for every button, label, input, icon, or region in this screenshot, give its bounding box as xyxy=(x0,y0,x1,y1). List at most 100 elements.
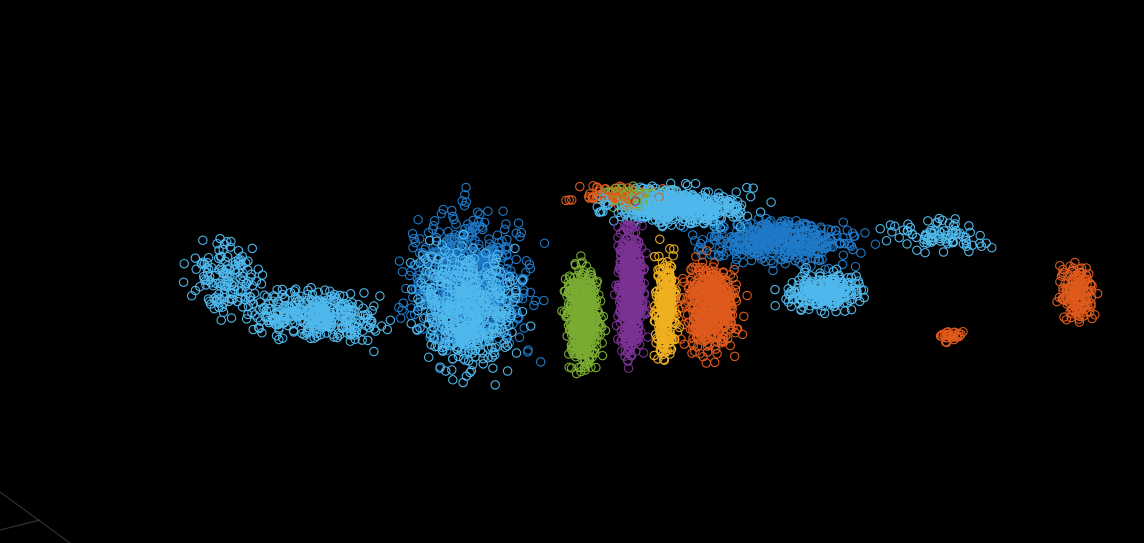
data-point xyxy=(669,244,679,254)
data-point xyxy=(686,199,697,210)
data-point xyxy=(561,195,571,206)
data-point xyxy=(756,254,767,264)
data-point xyxy=(575,181,585,192)
data-point xyxy=(434,227,444,237)
data-point xyxy=(1066,312,1076,323)
data-point xyxy=(766,197,776,207)
data-point xyxy=(753,247,764,258)
data-point xyxy=(775,228,786,238)
data-point xyxy=(854,296,865,307)
data-point xyxy=(707,211,718,221)
data-point xyxy=(735,222,746,232)
data-point xyxy=(686,265,696,275)
data-point xyxy=(640,188,651,199)
data-point xyxy=(1092,288,1103,299)
data-point xyxy=(846,286,856,296)
data-point xyxy=(804,296,815,306)
data-point xyxy=(413,214,423,225)
data-point xyxy=(902,239,912,249)
data-point xyxy=(1073,290,1083,301)
data-point xyxy=(1083,300,1093,311)
data-point xyxy=(713,250,724,260)
data-point xyxy=(837,259,848,270)
data-point xyxy=(815,238,825,248)
data-point xyxy=(961,235,971,246)
data-point xyxy=(1065,307,1075,318)
data-point xyxy=(712,349,722,359)
data-point xyxy=(816,239,827,250)
data-point xyxy=(1072,296,1082,307)
data-point xyxy=(226,313,237,323)
data-point xyxy=(905,222,916,233)
data-point xyxy=(677,303,688,313)
data-point xyxy=(821,291,832,301)
data-point xyxy=(652,190,662,201)
data-point xyxy=(1084,269,1094,279)
data-point xyxy=(710,204,720,215)
data-point xyxy=(839,238,850,249)
data-point xyxy=(498,206,508,216)
data-point xyxy=(525,263,536,274)
data-point xyxy=(746,249,756,260)
data-point xyxy=(655,234,665,245)
data-point xyxy=(845,240,855,251)
data-point xyxy=(567,195,577,205)
data-point xyxy=(792,253,803,263)
data-point xyxy=(359,288,369,298)
data-point xyxy=(702,341,713,351)
data-point xyxy=(731,254,742,265)
data-point xyxy=(808,292,818,303)
data-point xyxy=(894,232,904,243)
data-point xyxy=(634,253,644,264)
data-point xyxy=(934,213,944,224)
data-point xyxy=(415,234,425,244)
data-point xyxy=(407,228,418,239)
data-point xyxy=(955,228,966,239)
data-point xyxy=(831,306,841,317)
data-point xyxy=(838,250,849,260)
data-point xyxy=(854,279,864,289)
data-point xyxy=(695,238,706,249)
data-point xyxy=(530,295,541,306)
data-point xyxy=(507,327,517,338)
data-point xyxy=(539,238,550,249)
data-point xyxy=(707,201,717,212)
data-point xyxy=(672,193,682,204)
data-point xyxy=(784,289,794,299)
data-point xyxy=(415,248,425,258)
data-point xyxy=(770,284,780,295)
scatter-points xyxy=(178,178,1103,390)
data-point xyxy=(686,275,696,286)
data-point xyxy=(688,262,698,272)
data-point xyxy=(800,288,810,299)
data-point xyxy=(404,270,415,281)
data-point xyxy=(975,230,985,241)
data-point xyxy=(799,264,810,275)
data-point xyxy=(727,196,737,206)
data-point xyxy=(1061,314,1072,325)
data-point xyxy=(783,216,794,227)
data-point xyxy=(987,242,997,253)
data-point xyxy=(887,227,897,237)
data-point xyxy=(621,197,632,208)
data-point xyxy=(363,335,373,346)
data-point xyxy=(470,221,480,231)
data-point xyxy=(898,225,909,235)
data-point xyxy=(665,209,676,220)
data-point xyxy=(706,231,717,242)
data-point xyxy=(428,221,439,231)
data-point xyxy=(191,264,201,275)
data-point xyxy=(824,278,835,288)
data-point xyxy=(674,195,684,205)
data-point xyxy=(1080,290,1091,300)
data-point xyxy=(746,228,757,238)
data-point xyxy=(736,249,747,260)
data-point xyxy=(564,195,574,205)
data-point xyxy=(492,230,503,240)
data-point xyxy=(676,205,687,215)
data-point xyxy=(635,182,646,192)
data-point xyxy=(942,329,953,340)
data-point xyxy=(768,237,779,248)
data-point xyxy=(511,228,522,238)
data-point xyxy=(698,352,708,362)
